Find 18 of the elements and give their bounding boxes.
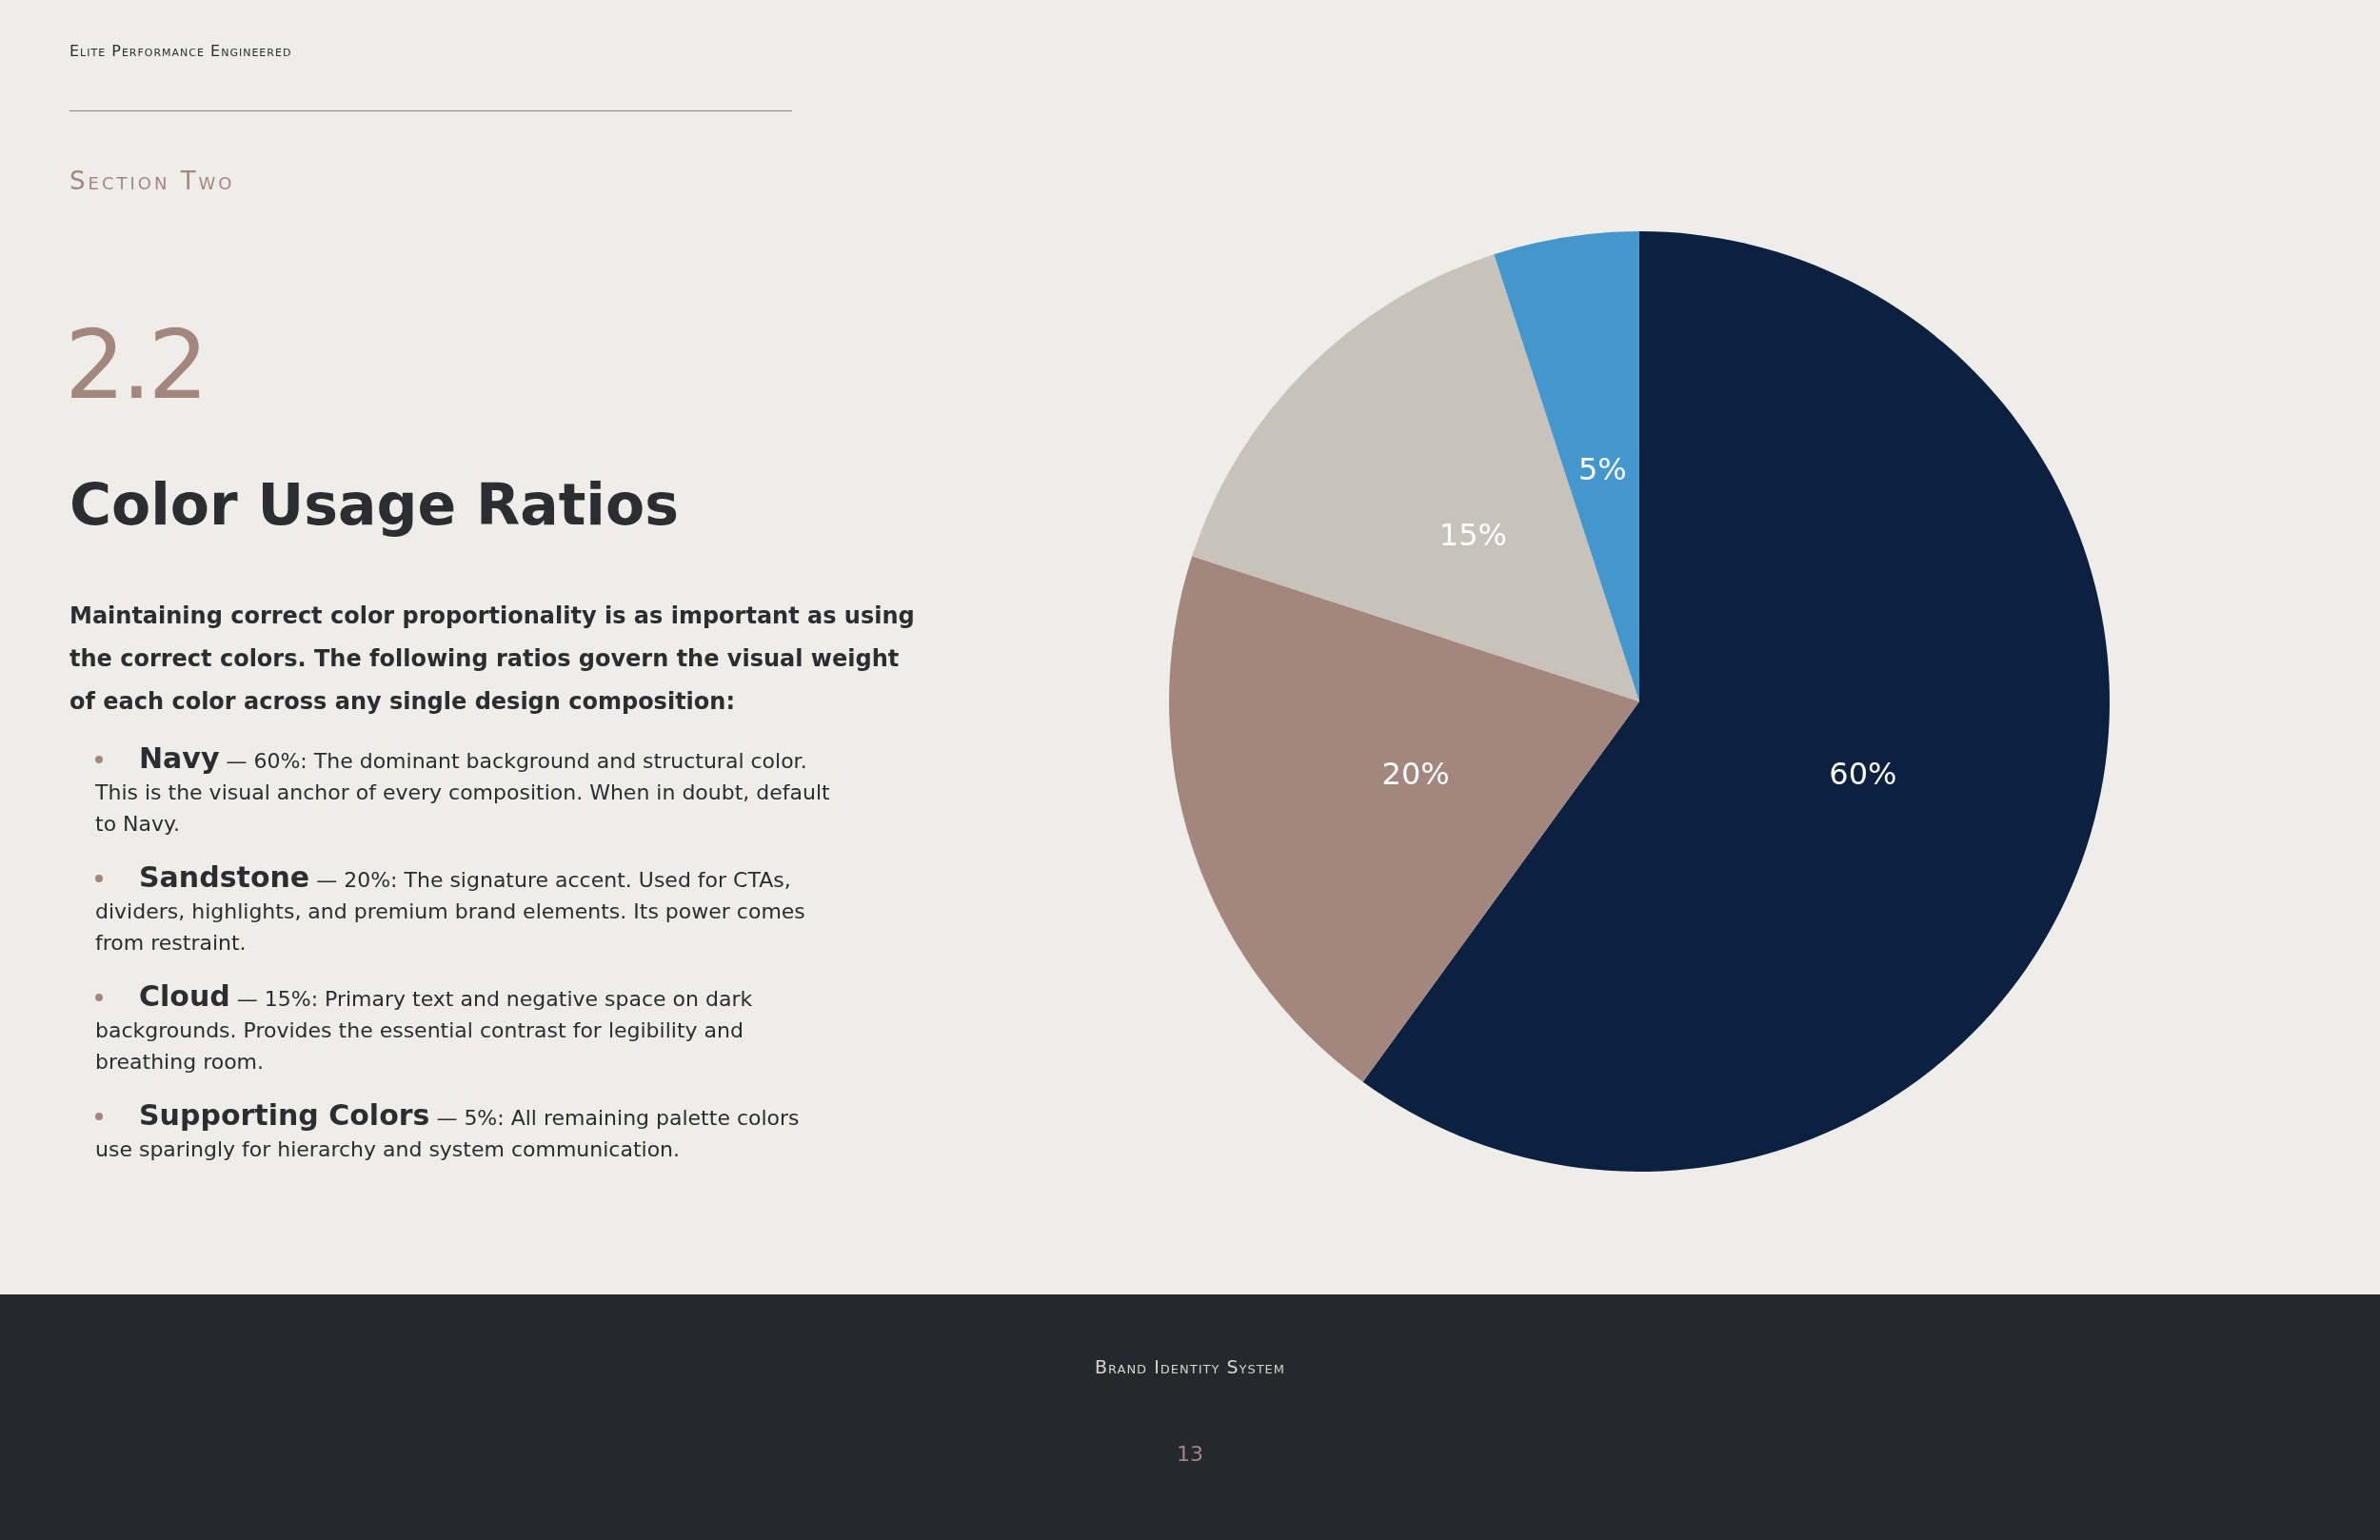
text: Navy — 60%: The dominant background and structural color. This is the visual anchor of every composition. When in doubt, default to Navy. [95, 741, 830, 836]
text: Sandstone — 20%: The signature accent. Used for CTAs, dividers, highlights, and premium brand elements. Its power comes from restraint. [95, 860, 805, 955]
text: Cloud — 15%: Primary text and negative space on dark backgrounds. Provides the essential contrast for legibility and breathing room. [95, 979, 753, 1074]
text: Color Usage Ratios [69, 471, 679, 538]
data-label: 60% [1829, 756, 1897, 793]
text: 2.2 [65, 309, 206, 421]
text: Section Two [69, 167, 235, 195]
pie-slice [1362, 231, 2110, 1172]
data-label: 5% [1577, 451, 1627, 488]
data-label: 15% [1438, 517, 1507, 554]
text: 13 [1176, 1442, 1204, 1466]
data-label: 20% [1381, 756, 1450, 793]
pie-slice [1192, 254, 1639, 701]
pie-slice [1169, 556, 1639, 1082]
text: Brand Identity System [1093, 1356, 1287, 1377]
text: Elite Performance Engineered [69, 42, 292, 60]
text: Supporting Colors — 5%: All remaining palette colors use sparingly for hierarchy and system communication. [95, 1098, 800, 1161]
text: Maintaining correct color proportionality is as important as using the correct colors. The following ratios govern the visual weight of each color across any single design composition: [69, 602, 916, 717]
